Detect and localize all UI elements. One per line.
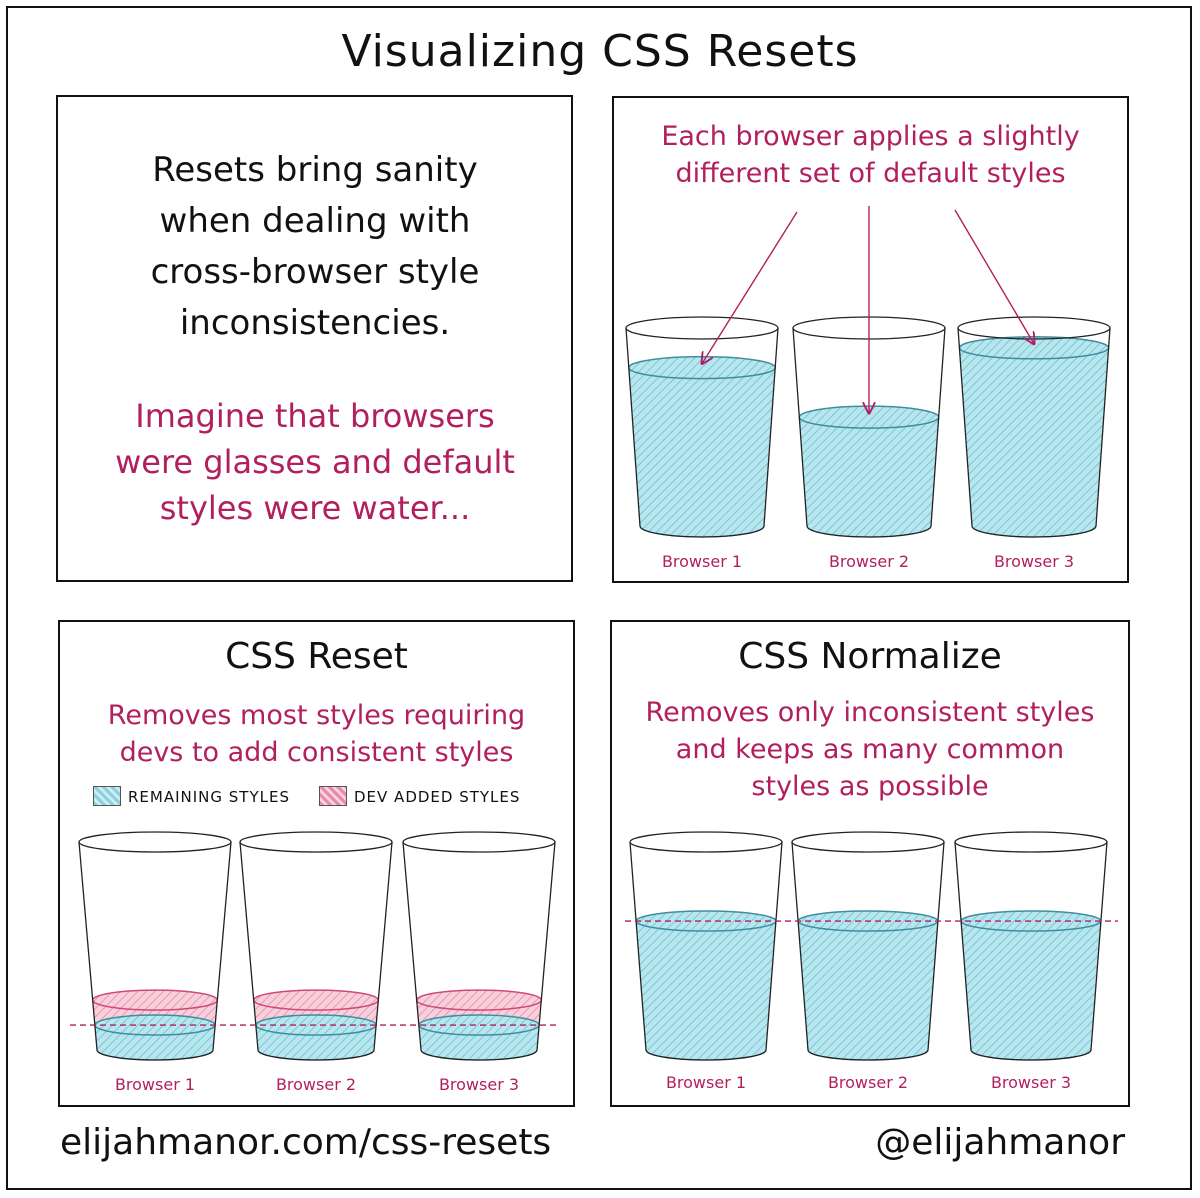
normalize-description: Removes only inconsistent styles and kee… <box>610 694 1130 805</box>
legend-dev-label: DEV ADDED STYLES <box>354 788 521 806</box>
normalize-glasses: Browser 1 Browser 2 Browser 3 <box>625 831 1118 1092</box>
legend-remaining-swatch <box>93 786 121 806</box>
glass-outline <box>792 316 946 538</box>
intro-line-6: were glasses and default <box>115 443 515 481</box>
water-level <box>797 910 939 1061</box>
intro-line-5: Imagine that browsers <box>135 397 495 435</box>
reset-glasses: Browser 1 Browser 2 Browser 3 <box>70 831 560 1094</box>
browser-label: Browser 2 <box>829 552 909 571</box>
remaining-level <box>255 1014 377 1061</box>
browser-label: Browser 1 <box>666 1073 746 1092</box>
remaining-level <box>94 1014 216 1061</box>
footer-url[interactable]: elijahmanor.com/css-resets <box>60 1122 552 1163</box>
browser-label: Browser 1 <box>115 1075 195 1094</box>
footer-handle[interactable]: @elijahmanor <box>875 1122 1125 1163</box>
glass-outline <box>78 831 232 1061</box>
browser-label: Browser 3 <box>439 1075 519 1094</box>
glass-outline <box>954 831 1108 1061</box>
normalize-title: CSS Normalize <box>738 636 1002 677</box>
water-level <box>960 910 1102 1061</box>
defaults-arrows <box>702 206 1034 413</box>
intro-text: Resets bring sanity when dealing with cr… <box>70 145 560 349</box>
remaining-level <box>418 1014 540 1061</box>
browser-label: Browser 1 <box>662 552 742 571</box>
intro-panel <box>56 95 573 582</box>
intro-line-4: inconsistencies. <box>179 303 451 343</box>
glass-outline <box>629 831 783 1061</box>
browser-label: Browser 2 <box>276 1075 356 1094</box>
pointer-arrow <box>702 211 798 364</box>
glass-outline <box>791 831 945 1061</box>
intro-line-3: cross-browser style <box>150 252 480 292</box>
defaults-line-2: different set of default styles <box>675 158 1066 189</box>
glass-outline <box>957 316 1111 538</box>
legend-dev-swatch <box>319 786 347 806</box>
browser-label: Browser 3 <box>994 552 1074 571</box>
reset-description: Removes most styles requiring devs to ad… <box>58 697 575 771</box>
glass-outline <box>239 831 393 1061</box>
browser-label: Browser 2 <box>828 1073 908 1092</box>
intro-line-2: when dealing with <box>159 201 471 241</box>
defaults-line-1: Each browser applies a slightly <box>661 121 1080 152</box>
page-title: Visualizing CSS Resets <box>341 26 859 77</box>
reset-line-2: devs to add consistent styles <box>119 737 514 768</box>
normalize-line-2: and keeps as many common <box>675 734 1065 765</box>
water-level <box>635 910 777 1061</box>
normalize-line-1: Removes only inconsistent styles <box>645 697 1095 728</box>
defaults-description: Each browser applies a slightly differen… <box>612 118 1129 192</box>
normalize-panel <box>610 620 1130 1107</box>
water-level <box>628 355 776 538</box>
outer-frame <box>6 6 1192 1190</box>
intro-analogy: Imagine that browsers were glasses and d… <box>70 393 560 531</box>
pointer-arrow <box>954 209 1034 344</box>
glass-outline <box>625 316 779 538</box>
water-level <box>798 405 940 538</box>
water-level <box>958 336 1110 538</box>
glass-outline <box>402 831 556 1061</box>
intro-line-7: styles were water... <box>159 489 471 527</box>
browser-label: Browser 3 <box>991 1073 1071 1092</box>
intro-line-1: Resets bring sanity <box>152 150 478 190</box>
defaults-panel <box>612 96 1129 583</box>
reset-panel <box>58 620 575 1107</box>
normalize-line-3: styles as possible <box>751 771 989 802</box>
defaults-glasses: Browser 1 Browser 2 Browser 3 <box>625 316 1111 571</box>
legend-remaining-label: REMAINING STYLES <box>128 788 290 806</box>
reset-line-1: Removes most styles requiring <box>107 700 526 731</box>
reset-title: CSS Reset <box>225 636 408 677</box>
